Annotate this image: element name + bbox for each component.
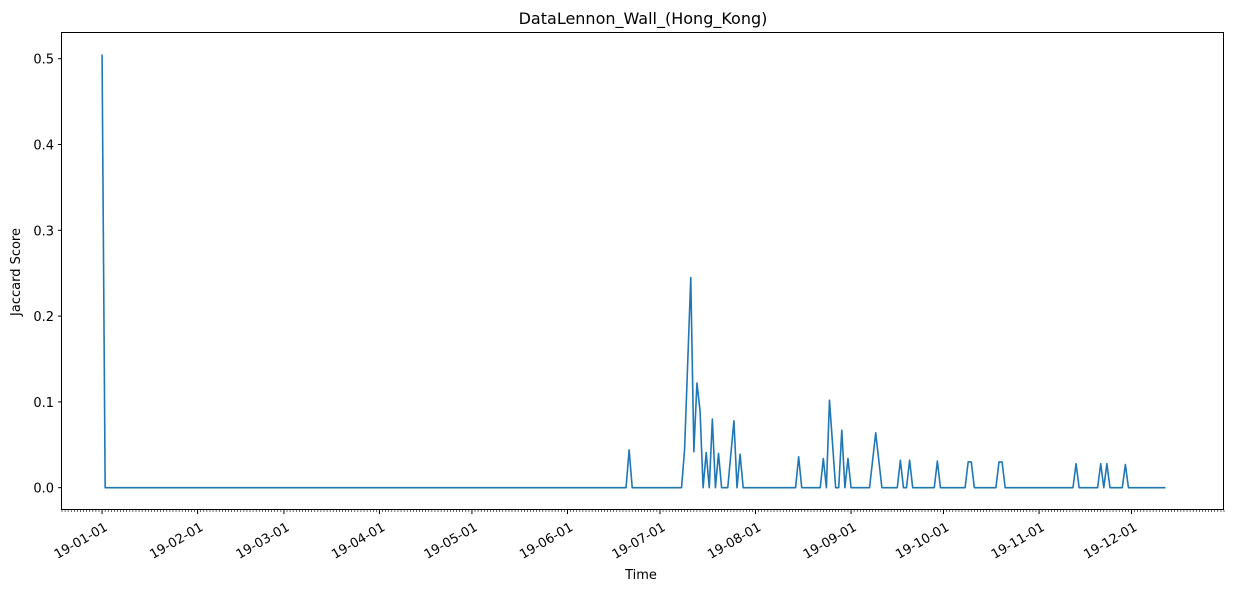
data-point — [1072, 487, 1073, 488]
y-axis-label: Jaccard Score — [9, 228, 24, 317]
data-point — [696, 382, 697, 383]
data-point — [1128, 487, 1129, 488]
data-point — [1103, 487, 1104, 488]
data-point — [699, 410, 700, 411]
data-point — [709, 487, 710, 488]
series-group — [101, 54, 1166, 489]
data-point — [739, 454, 740, 455]
data-point — [841, 430, 842, 431]
data-point — [869, 487, 870, 488]
data-point — [903, 487, 904, 488]
data-point — [1079, 487, 1080, 488]
data-point — [881, 487, 882, 488]
data-point — [1109, 487, 1110, 488]
data-point — [838, 487, 839, 488]
data-point — [995, 487, 996, 488]
data-point — [909, 460, 910, 461]
y-tick-label: 0.0 — [33, 482, 54, 497]
data-point — [1125, 464, 1126, 465]
data-point — [829, 400, 830, 401]
data-point — [721, 487, 722, 488]
y-tick-label: 0.4 — [33, 139, 54, 154]
data-point — [1106, 463, 1107, 464]
y-tick-label: 0.1 — [33, 396, 54, 411]
data-point — [1100, 463, 1101, 464]
data-point — [105, 487, 106, 488]
data-point — [1075, 463, 1076, 464]
data-point — [1165, 487, 1166, 488]
data-point — [693, 451, 694, 452]
data-point — [875, 432, 876, 433]
data-point — [684, 448, 685, 449]
data-point — [712, 418, 713, 419]
chart-title: DataLennon_Wall_(Hong_Kong) — [519, 9, 768, 29]
data-point — [835, 487, 836, 488]
data-point — [847, 458, 848, 459]
data-point — [703, 487, 704, 488]
y-axis-ticks: 0.0 0.1 0.2 0.3 0.4 0.5 — [33, 53, 62, 497]
data-point — [625, 487, 626, 488]
data-point — [971, 461, 972, 462]
plot-frame — [61, 32, 1224, 510]
data-point — [823, 458, 824, 459]
data-point — [850, 487, 851, 488]
data-point — [706, 452, 707, 453]
data-point — [632, 487, 633, 488]
data-point — [690, 277, 691, 278]
data-point — [743, 487, 744, 488]
data-point — [681, 487, 682, 488]
data-point — [101, 54, 102, 55]
data-point — [906, 487, 907, 488]
data-point — [940, 487, 941, 488]
data-point — [964, 487, 965, 488]
data-point — [998, 461, 999, 462]
data-point — [826, 487, 827, 488]
data-point — [900, 460, 901, 461]
data-point — [937, 461, 938, 462]
data-point — [934, 487, 935, 488]
data-point — [629, 449, 630, 450]
data-point — [897, 487, 898, 488]
y-tick-label: 0.2 — [33, 310, 54, 325]
series-line — [101, 54, 1166, 489]
data-point — [1122, 487, 1123, 488]
data-point — [736, 487, 737, 488]
y-tick-label: 0.3 — [33, 224, 54, 239]
data-point — [801, 487, 802, 488]
data-point — [798, 456, 799, 457]
y-tick-label: 0.5 — [33, 53, 54, 68]
data-point — [1005, 487, 1006, 488]
data-point — [974, 487, 975, 488]
data-point — [968, 461, 969, 462]
data-point — [1097, 487, 1098, 488]
data-point — [718, 453, 719, 454]
data-point — [795, 487, 796, 488]
x-axis-label: Time — [624, 568, 657, 583]
data-point — [912, 487, 913, 488]
data-point — [715, 487, 716, 488]
data-point — [820, 487, 821, 488]
data-point — [733, 420, 734, 421]
data-point — [844, 487, 845, 488]
data-point — [727, 487, 728, 488]
data-point — [1001, 461, 1002, 462]
